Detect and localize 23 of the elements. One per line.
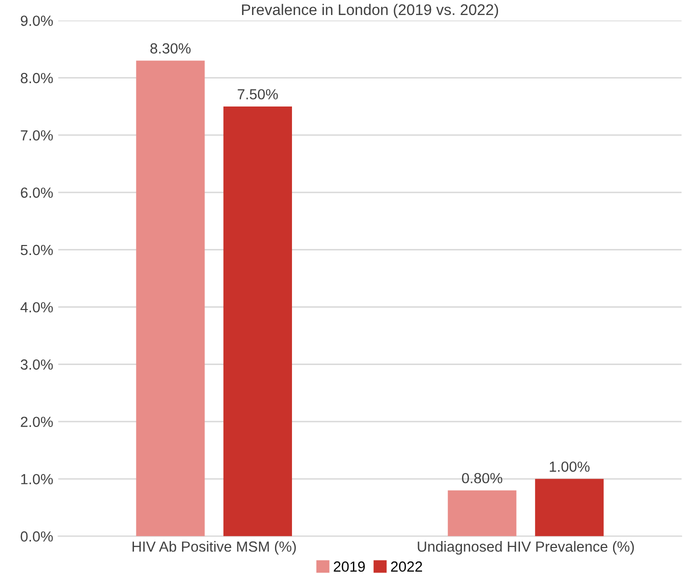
y-tick-label: 7.0% — [20, 130, 53, 141]
y-tick-label: 0.0% — [20, 531, 53, 542]
chart-title: Prevalence in London (2019 vs. 2022) — [242, 4, 498, 18]
data-label: 0.80% — [462, 472, 502, 484]
data-label: 7.50% — [238, 89, 278, 100]
y-tick-label: 8.0% — [20, 72, 53, 84]
y-tick-label: 3.0% — [20, 359, 53, 370]
legend-label: 2022 — [391, 561, 422, 572]
y-tick-label: 4.0% — [20, 302, 53, 312]
y-tick-label: 2.0% — [20, 416, 53, 428]
y-tick-label: 6.0% — [20, 188, 53, 198]
legend-label: 2019 — [334, 561, 365, 572]
bar — [223, 106, 292, 536]
bar — [136, 60, 205, 536]
data-label: 8.30% — [150, 43, 191, 54]
bar — [448, 490, 516, 536]
y-tick-label: 5.0% — [20, 244, 53, 256]
y-tick-label: 1.0% — [21, 474, 53, 484]
data-label: 1.00% — [550, 462, 590, 472]
bar — [535, 478, 604, 536]
x-tick-label: HIV Ab Positive MSM (%) — [132, 541, 296, 555]
y-tick-label: 9.0% — [20, 16, 53, 26]
x-tick-label: Undiagnosed HIV Prevalence (%) — [418, 541, 634, 555]
